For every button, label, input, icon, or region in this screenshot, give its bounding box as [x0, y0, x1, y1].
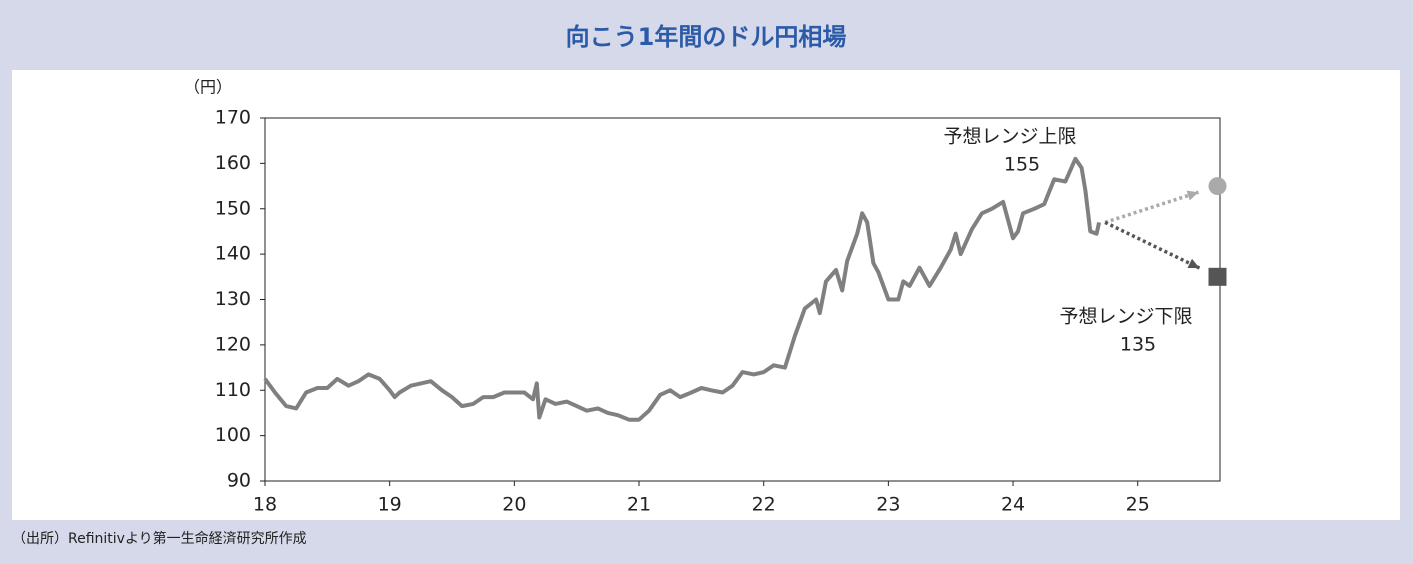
projection-arrow — [1187, 258, 1200, 269]
x-tick-label: 23 — [876, 494, 900, 516]
y-tick-label: 150 — [215, 197, 251, 219]
projection-line — [1104, 190, 1200, 225]
projection-arrow — [1186, 190, 1199, 201]
y-tick-label: 100 — [215, 424, 251, 446]
price-line — [263, 156, 1102, 422]
projection-label: 予想レンジ上限 — [943, 126, 1076, 148]
y-tick-label: 140 — [215, 243, 251, 265]
projection-value: 155 — [1004, 154, 1040, 176]
y-tick-label: 170 — [215, 107, 251, 129]
projection-label: 予想レンジ下限 — [1059, 306, 1192, 328]
y-tick-label: 90 — [227, 470, 251, 492]
y-tick-label: 130 — [215, 288, 251, 310]
y-unit: （円） — [184, 78, 232, 97]
projection-marker — [1208, 177, 1227, 196]
y-tick-label: 110 — [215, 379, 251, 401]
projection-value: 135 — [1120, 334, 1156, 356]
x-tick-label: 24 — [1001, 494, 1025, 516]
plot-panel — [12, 70, 1400, 520]
y-tick-label: 160 — [215, 152, 251, 174]
x-tick-label: 19 — [378, 494, 402, 516]
x-tick-label: 21 — [627, 494, 651, 516]
source-note: （出所）Refinitivより第一生命経済研究所作成 — [12, 530, 307, 547]
projection-marker — [1208, 267, 1227, 286]
x-tick-label: 20 — [502, 494, 526, 516]
y-tick-label: 120 — [215, 333, 251, 355]
x-tick-label: 25 — [1126, 494, 1150, 516]
chart-title: 向こう1年間のドル円相場 — [566, 23, 847, 51]
x-tick-label: 22 — [752, 494, 776, 516]
x-tick-label: 18 — [253, 494, 277, 516]
